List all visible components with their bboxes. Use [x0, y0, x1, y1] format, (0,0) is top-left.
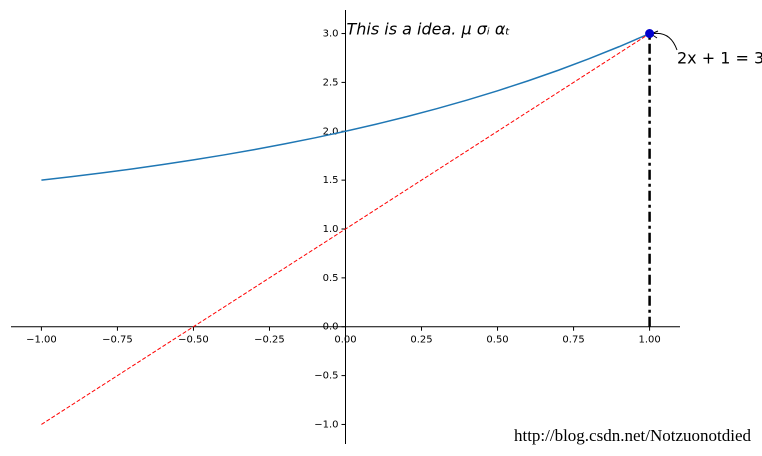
x-tick-label: 0.00 — [334, 335, 356, 346]
scatter-point — [645, 29, 655, 39]
y-tick-label: 2.5 — [323, 77, 339, 88]
x-tick-label: 0.50 — [486, 335, 508, 346]
y-tick-label: 2.0 — [323, 126, 339, 137]
x-tick-label: −1.00 — [26, 335, 57, 346]
y-tick-label: 1.0 — [323, 224, 339, 235]
y-tick-label: 3.0 — [323, 29, 339, 40]
y-tick-label: −0.5 — [314, 371, 338, 382]
data-line — [41, 33, 650, 425]
annotation-label: 2x + 1 = 3 — [677, 49, 762, 68]
watermark: http://blog.csdn.net/Notzuonotdied — [514, 426, 752, 445]
data-line — [41, 32, 650, 181]
x-tick-label: −0.50 — [178, 335, 209, 346]
x-tick-label: 0.25 — [410, 335, 432, 346]
annotation-arrow — [650, 32, 678, 51]
y-tick-label: −1.0 — [314, 419, 338, 430]
y-tick-label: 0.5 — [323, 273, 339, 284]
x-tick-label: 0.75 — [562, 335, 584, 346]
y-tick-label: 0.0 — [323, 322, 339, 333]
x-tick-label: 1.00 — [638, 335, 660, 346]
annotation-text: This is a idea. μ σᵢ αₜ — [347, 20, 511, 39]
x-tick-label: −0.25 — [254, 335, 285, 346]
x-tick-label: −0.75 — [102, 335, 133, 346]
y-tick-label: 1.5 — [323, 175, 339, 186]
